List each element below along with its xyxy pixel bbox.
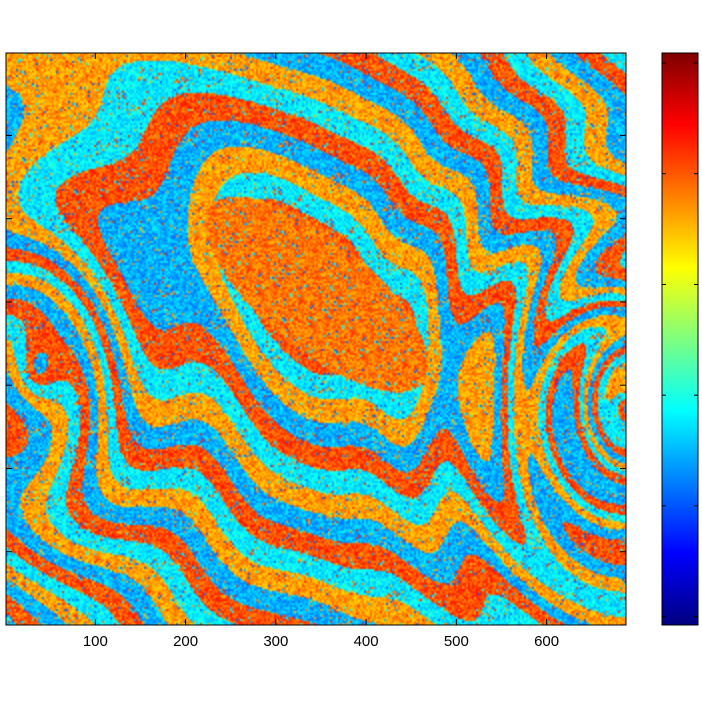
- colorbar: [661, 52, 699, 626]
- heatmap-image: [6, 53, 626, 625]
- x-tick-label: 500: [444, 633, 469, 650]
- x-tick-label: 600: [534, 633, 559, 650]
- x-tick-label: 300: [263, 633, 288, 650]
- x-tick-label: 100: [83, 633, 108, 650]
- colorbar-ticks: [662, 62, 698, 618]
- plot-area: [6, 53, 626, 625]
- y-axis-ticks: [6, 134, 626, 553]
- colorbar-frame: [661, 52, 699, 626]
- colorbar-gradient: [662, 53, 698, 625]
- x-tick-label: 400: [354, 633, 379, 650]
- plot-frame: [5, 52, 627, 626]
- x-tick-label: 200: [173, 633, 198, 650]
- x-axis-ticks: 100 200 300 400 500 600: [83, 53, 559, 650]
